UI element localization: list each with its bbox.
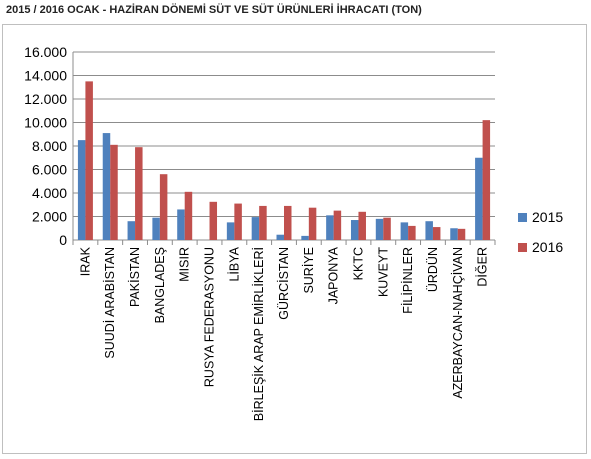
- legend-label-2016: 2016: [532, 239, 563, 255]
- bar-2015: [177, 209, 185, 240]
- y-tick-label: 6.000: [32, 162, 67, 178]
- bar-2015: [475, 157, 483, 240]
- bar-2016: [333, 210, 342, 240]
- category-label: BANGLADEŞ: [153, 247, 167, 323]
- category-label: JAPONYA: [327, 246, 341, 304]
- bar-2015: [226, 222, 235, 240]
- bar-2016: [259, 205, 267, 240]
- category-label: GÜRCİSTAN: [277, 247, 291, 320]
- bar-2015: [375, 218, 384, 240]
- bar-2016: [482, 120, 491, 240]
- bar-2016: [159, 174, 168, 240]
- category-label: MISIR: [178, 247, 192, 282]
- legend-swatch-2016: [518, 243, 527, 252]
- bar-2016: [408, 225, 416, 240]
- bar-2016: [432, 227, 441, 240]
- bar-2015: [127, 221, 136, 240]
- bar-2015: [152, 217, 160, 240]
- bar-2016: [184, 191, 193, 240]
- category-label: SUUDİ ARABİSTAN: [103, 247, 117, 359]
- category-label: LİBYA: [227, 246, 241, 281]
- legend-label-2015: 2015: [532, 209, 563, 225]
- category-label: RUSYA FEDERASYONU: [203, 247, 217, 387]
- y-tick-label: 12.000: [24, 91, 67, 107]
- bar-2015: [326, 215, 334, 240]
- bar-2016: [308, 207, 317, 240]
- category-label: IRAK: [78, 246, 92, 276]
- bar-2016: [135, 147, 143, 240]
- category-label: SURİYE: [302, 247, 316, 294]
- y-tick-label: 4.000: [32, 185, 67, 201]
- y-tick-label: 10.000: [24, 115, 67, 131]
- bar-2015: [251, 217, 260, 240]
- chart-frame: [2, 24, 587, 454]
- category-label: BİRLEŞİK ARAP EMİRLİKLERİ: [252, 247, 266, 421]
- bar-2015: [301, 235, 309, 240]
- y-tick-label: 14.000: [24, 68, 67, 84]
- category-label: KUVEYT: [376, 247, 390, 297]
- y-tick-label: 0: [59, 232, 67, 248]
- bar-2016: [457, 228, 466, 240]
- bar-2015: [77, 140, 86, 240]
- y-tick-label: 2.000: [32, 209, 67, 225]
- bar-2015: [450, 228, 458, 240]
- category-label: AZERBAYCAN-NAHÇİVAN: [451, 247, 465, 399]
- legend-swatch-2015: [518, 213, 527, 222]
- bar-2015: [276, 234, 284, 240]
- bar-2016: [209, 201, 218, 240]
- bar-2016: [110, 144, 118, 240]
- bar-2015: [350, 220, 359, 240]
- bar-2015: [102, 133, 111, 240]
- chart-title: 2015 / 2016 OCAK - HAZİRAN DÖNEMİ SÜT VE…: [6, 4, 422, 16]
- bar-2016: [234, 203, 242, 240]
- category-label: PAKİSTAN: [128, 247, 142, 307]
- bar-2015: [400, 222, 409, 240]
- category-label: DİĞER: [475, 247, 490, 287]
- y-tick-label: 16.000: [24, 44, 67, 60]
- category-label: KKTC: [351, 247, 365, 280]
- bar-2016: [284, 205, 292, 240]
- y-tick-label: 8.000: [32, 138, 67, 154]
- bar-2016: [85, 81, 93, 240]
- bar-2016: [358, 211, 366, 240]
- category-label: FİLİPİNLER: [401, 247, 415, 314]
- bar-2015: [425, 221, 433, 240]
- category-label: ÜRDÜN: [426, 247, 440, 292]
- bar-2016: [383, 217, 391, 240]
